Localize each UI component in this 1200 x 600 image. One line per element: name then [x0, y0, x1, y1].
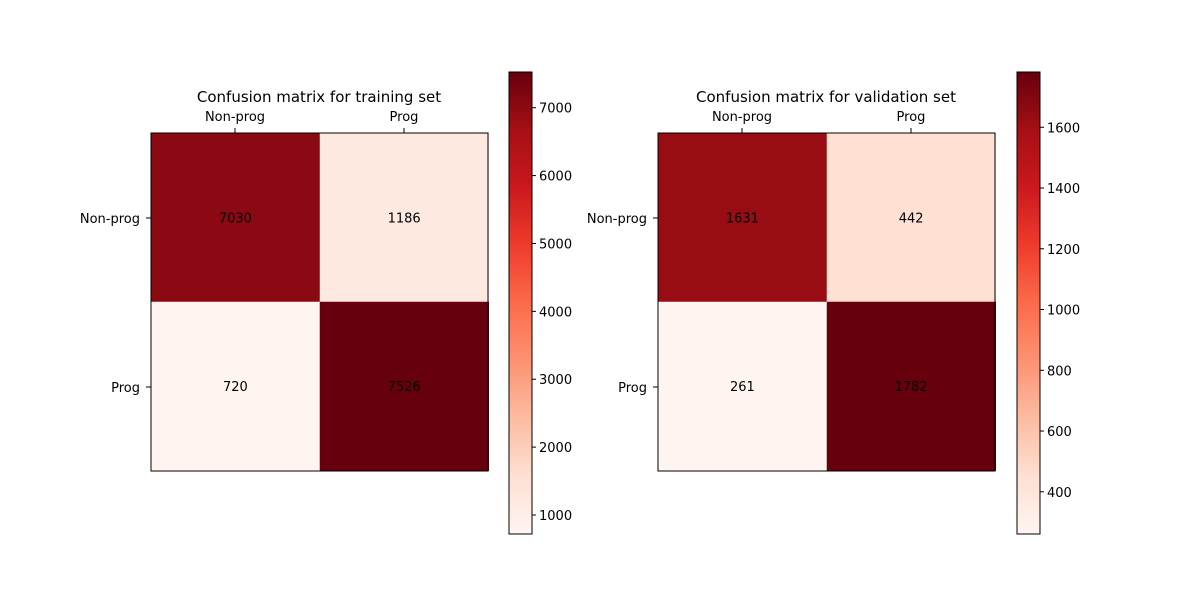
heatmap-cell [826, 133, 996, 303]
colorbar: 400 600 800 1000 1200 1400 1600 [1016, 71, 1080, 535]
cell-value-label: 7030 [219, 211, 252, 226]
colorbar-tick-label: 600 [1047, 425, 1072, 440]
colorbar-tick-label: 2000 [539, 441, 572, 456]
y-tick-label: Prog [111, 381, 140, 396]
x-tick-label: Prog [897, 110, 926, 125]
colorbar-tick-label: 1600 [1047, 121, 1080, 136]
heatmap-cell [151, 301, 321, 471]
heatmap-cell [319, 301, 489, 471]
chart-title: Confusion matrix for training set [197, 88, 441, 106]
colorbar-tick-label: 1000 [539, 509, 572, 524]
heatmap-cell [319, 133, 489, 303]
y-tick-label: Prog [618, 381, 647, 396]
colorbar-tick-label: 4000 [539, 305, 572, 320]
colorbar-tick-label: 1400 [1047, 182, 1080, 197]
colorbar-bar [508, 71, 533, 535]
y-axis: Non-prog Prog [587, 212, 658, 396]
x-tick-label: Non-prog [712, 110, 772, 125]
heatmap-cell [658, 301, 828, 471]
training-confusion-matrix: Confusion matrix for training set 7030 11… [80, 71, 572, 535]
chart-title: Confusion matrix for validation set [696, 88, 956, 106]
colorbar-tick-label: 1000 [1047, 304, 1080, 319]
heatmap-cell [151, 133, 321, 303]
colorbar: 1000 2000 3000 4000 5000 6000 7000 [508, 71, 572, 535]
colorbar-tick-label: 3000 [539, 373, 572, 388]
plot-frame [657, 132, 996, 472]
heatmap-cells: 7030 1186 720 7526 [151, 133, 489, 471]
colorbar-tick-label: 5000 [539, 237, 572, 252]
cell-value-label: 1631 [726, 211, 759, 226]
x-tick-label: Prog [390, 110, 419, 125]
cell-value-label: 1186 [388, 211, 421, 226]
x-tick-label: Non-prog [205, 110, 265, 125]
heatmap-cell [826, 301, 996, 471]
cell-value-label: 720 [223, 380, 248, 395]
cell-value-label: 7526 [388, 380, 421, 395]
colorbar-tick-label: 1200 [1047, 243, 1080, 258]
x-axis-top: Non-prog Prog [712, 110, 926, 133]
colorbar-bar [1016, 71, 1041, 535]
plot-frame [150, 132, 489, 472]
cell-value-label: 261 [730, 380, 755, 395]
colorbar-tick-label: 6000 [539, 170, 572, 185]
colorbar-tick-label: 7000 [539, 102, 572, 117]
cell-value-label: 442 [899, 211, 924, 226]
colorbar-tick-label: 800 [1047, 364, 1072, 379]
heatmap-cell [658, 133, 828, 303]
y-axis: Non-prog Prog [80, 212, 151, 396]
y-tick-label: Non-prog [587, 212, 647, 227]
y-tick-label: Non-prog [80, 212, 140, 227]
cell-value-label: 1782 [895, 380, 928, 395]
heatmap-cells: 1631 442 261 1782 [658, 133, 996, 471]
x-axis-top: Non-prog Prog [205, 110, 419, 133]
colorbar-ticks: 400 600 800 1000 1200 1400 1600 [1040, 121, 1080, 501]
validation-confusion-matrix: Confusion matrix for validation set 1631… [587, 71, 1080, 535]
colorbar-tick-label: 400 [1047, 486, 1072, 501]
colorbar-ticks: 1000 2000 3000 4000 5000 6000 7000 [532, 102, 572, 524]
